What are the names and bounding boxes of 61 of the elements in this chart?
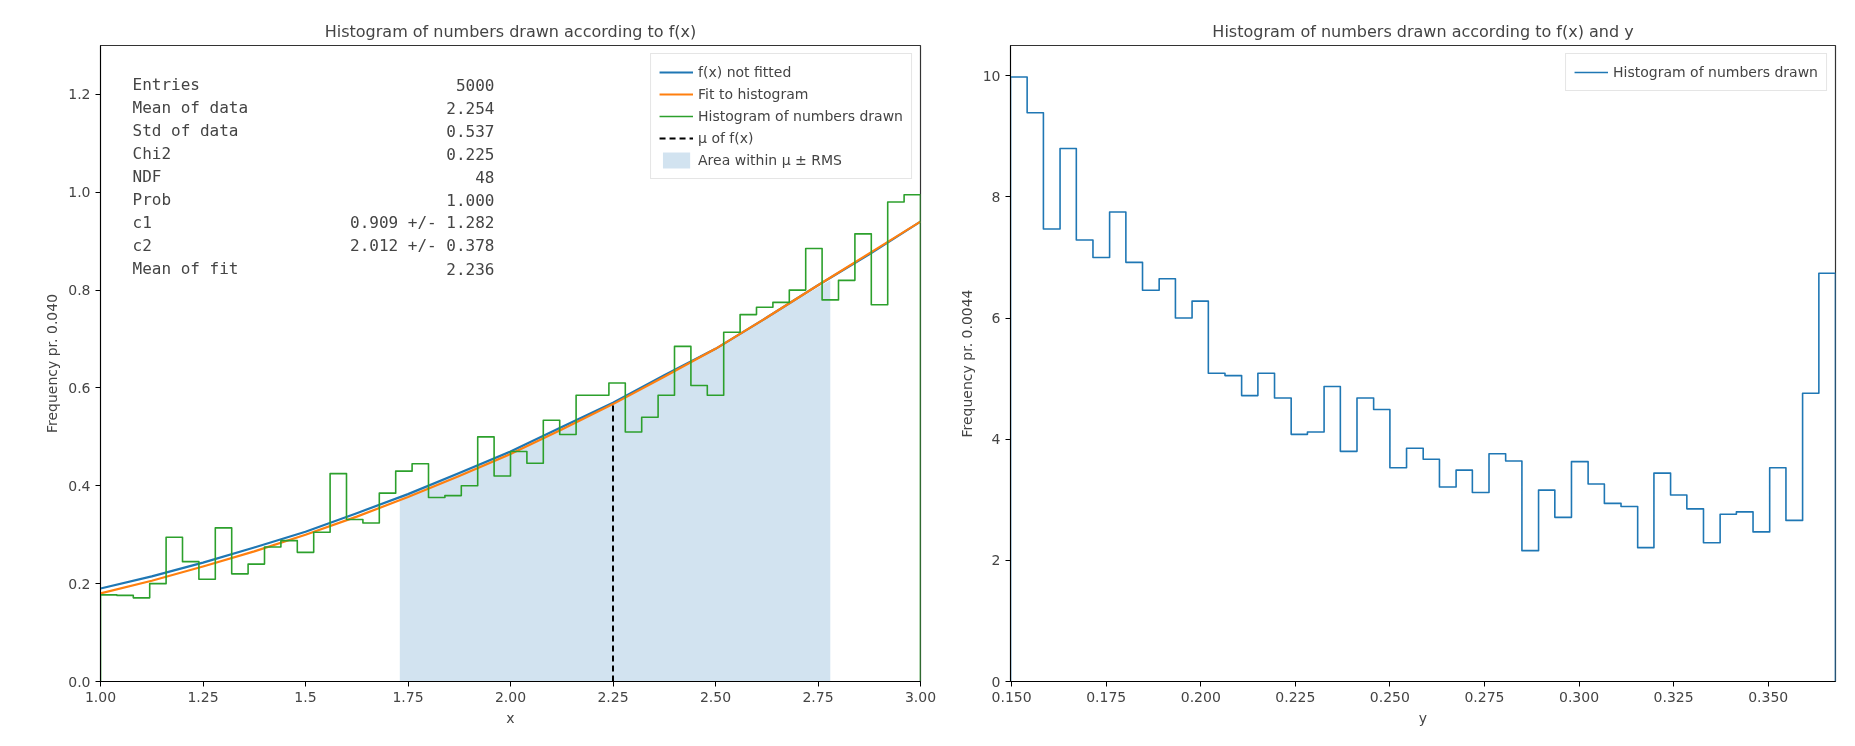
x-tick-label: 1.5 [294,688,317,705]
annotation: 0.537 [446,121,495,141]
annotation: 2.254 [446,98,495,118]
annotation: Mean of data [132,98,249,117]
x-tick-label: 2.50 [699,688,732,705]
x-tick-label: 0.325 [1653,688,1694,705]
y-tick-label: 8 [991,188,1001,205]
y-tick-label: 4 [991,431,1001,448]
legend-label: f(x) not fitted [698,64,792,80]
annotation: Prob [132,190,172,209]
x-tick-label: 1.25 [187,688,219,705]
chart-title: Histogram of numbers drawn according to f(x) [324,21,697,41]
annotation: 2.012 +/- 0.378 [350,236,495,255]
x-tick-label: 0.350 [1748,688,1789,705]
x-tick-label: 1.00 [84,688,117,705]
annotation: 48 [475,167,495,187]
x-tick-label: 1.75 [392,688,424,705]
x-tick-label: 3.00 [904,688,937,705]
x-tick-label: 0.150 [991,688,1032,705]
annotation: Std of data [132,121,239,140]
x-tick-label: 0.225 [1275,688,1316,705]
y-tick-label: 1.2 [68,86,91,103]
y-tick-label: 0.0 [68,673,91,690]
legend-label: μ of f(x) [698,130,754,146]
legend-label: Histogram of numbers drawn [698,108,903,124]
y-tick-label: 0.6 [68,379,91,396]
annotation: Chi2 [132,144,172,163]
x-axis-title: y [1418,709,1428,726]
y-tick-label: 0.2 [68,575,91,592]
annotation: c2 [132,236,152,255]
y-tick-label: 2 [991,552,1001,569]
x-tick-label: 2.25 [597,688,629,705]
y-tick-label: 6 [991,310,1001,327]
annotation: 5000 [455,75,495,95]
annotation: 1.000 [446,190,495,210]
x-tick-label: 0.275 [1464,688,1505,705]
annotation: 0.225 [446,144,495,164]
x-tick-label: 2.75 [802,688,834,705]
y-tick-label: 0.8 [68,282,91,299]
y-tick-label: 10 [982,67,1001,84]
y-axis-title: Frequency pr. 0.0044 [958,289,975,438]
legend-label: Fit to histogram [698,86,809,102]
chart-title: Histogram of numbers drawn according to f(x) and y [1212,21,1634,41]
x-tick-label: 2.00 [494,688,527,705]
y-tick-label: 0 [991,673,1001,690]
x-tick-label: 0.175 [1086,688,1127,705]
y-tick-label: 1.0 [68,184,91,201]
x-tick-label: 0.200 [1180,688,1221,705]
legend-label: Area within μ ± RMS [698,152,842,168]
x-axis-title: x [506,709,515,726]
legend-label: Histogram of numbers drawn [1613,64,1818,80]
y-tick-label: 0.4 [68,477,91,494]
annotation: Mean of fit [132,259,239,278]
annotation: 2.236 [446,259,495,279]
annotation: NDF [132,167,162,186]
annotation: c1 [132,213,152,232]
annotation: 0.909 +/- 1.282 [350,213,495,232]
y-axis-title: Frequency pr. 0.040 [44,293,61,434]
x-tick-label: 0.300 [1559,688,1600,705]
x-tick-label: 0.250 [1369,688,1410,705]
annotation: Entries [132,75,200,94]
